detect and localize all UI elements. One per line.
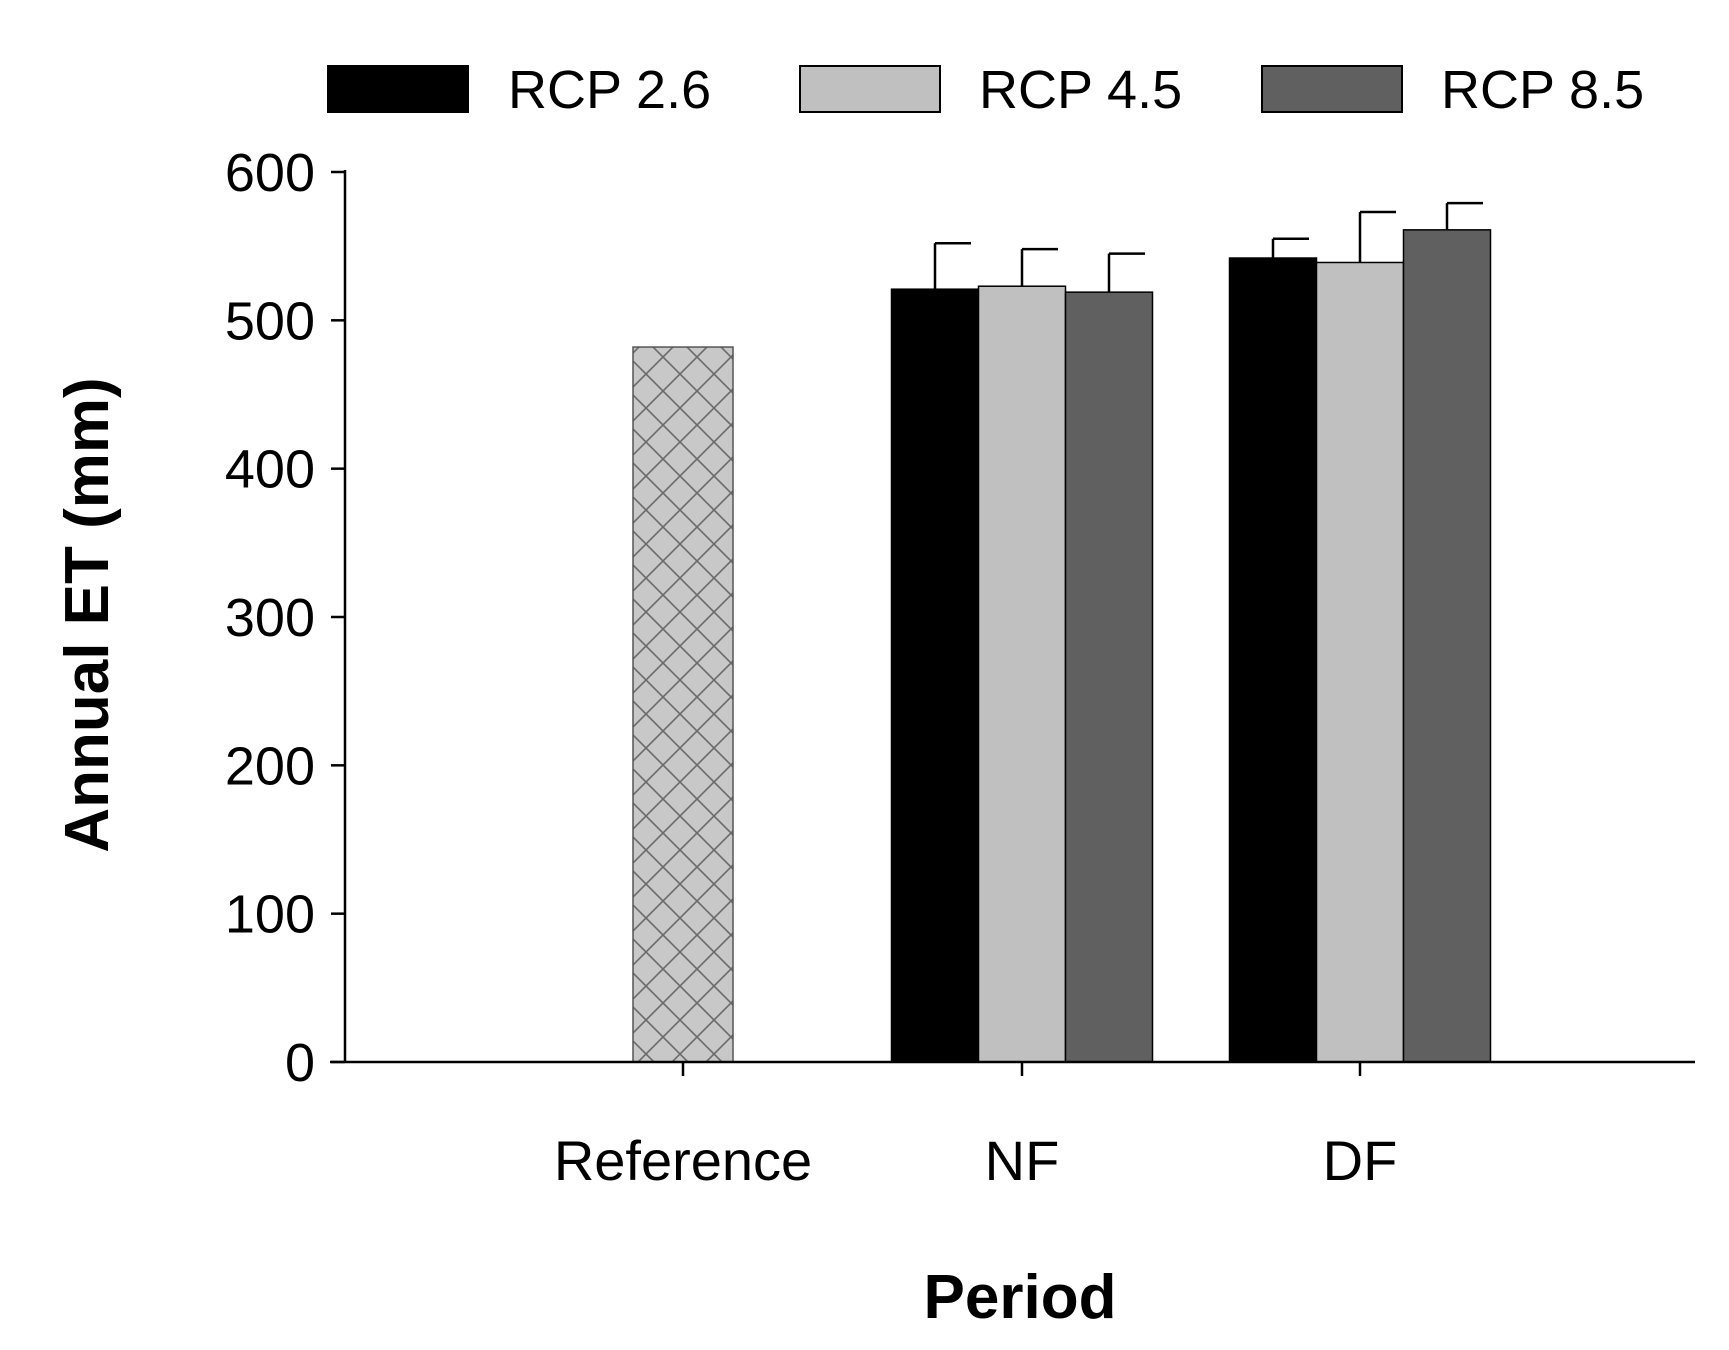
legend-item-rcp85: RCP 8.5 [1261,60,1644,120]
y-tick-label-500: 500 [225,291,315,351]
y-axis-title: Annual ET (mm) [53,377,122,852]
legend-label-rcp26: RCP 2.6 [508,60,711,120]
bar-rcp85-df [1402,229,1492,1063]
error-bar-rcp26-nf [933,241,971,290]
y-tick-label-100: 100 [225,885,315,945]
legend-swatch-rcp45 [799,65,941,113]
error-bar-rcp85-nf [1107,252,1145,293]
error-bar-rcp26-df [1271,237,1309,259]
legend-label-rcp85: RCP 8.5 [1441,60,1644,120]
bar-reference [632,346,734,1063]
error-bar-rcp45-df [1358,210,1396,263]
y-tick-label-400: 400 [225,440,315,500]
legend-item-rcp45: RCP 4.5 [799,60,1182,120]
y-tick-label-0: 0 [285,1033,315,1093]
legend-label-rcp45: RCP 4.5 [979,60,1182,120]
x-tick-label-df: DF [1323,1129,1398,1192]
legend: RCP 2.6 RCP 4.5 RCP 8.5 [327,60,1644,120]
legend-swatch-rcp26 [327,65,469,113]
bar-rcp26-nf [890,288,980,1063]
y-axis-ticks: 0 100 200 300 400 500 600 [225,143,345,1093]
bar-rcp45-nf [977,285,1067,1063]
legend-swatch-rcp85 [1261,65,1403,113]
bar-rcp85-nf [1064,291,1154,1063]
x-tick-label-reference: Reference [554,1129,812,1192]
x-axis-title: Period [924,1263,1117,1332]
y-tick-label-200: 200 [225,736,315,796]
bars [632,229,1492,1063]
error-bar-rcp85-df [1445,201,1483,230]
x-tick-label-nf: NF [985,1129,1060,1192]
legend-item-rcp26: RCP 2.6 [327,60,711,120]
y-tick-label-300: 300 [225,588,315,648]
y-tick-label-600: 600 [225,143,315,203]
bar-rcp26-df [1228,257,1318,1063]
x-axis-ticks: Reference NF DF [554,1062,1398,1192]
error-bars [933,201,1483,293]
error-bar-rcp45-nf [1020,247,1058,287]
bar-rcp45-df [1315,261,1405,1063]
